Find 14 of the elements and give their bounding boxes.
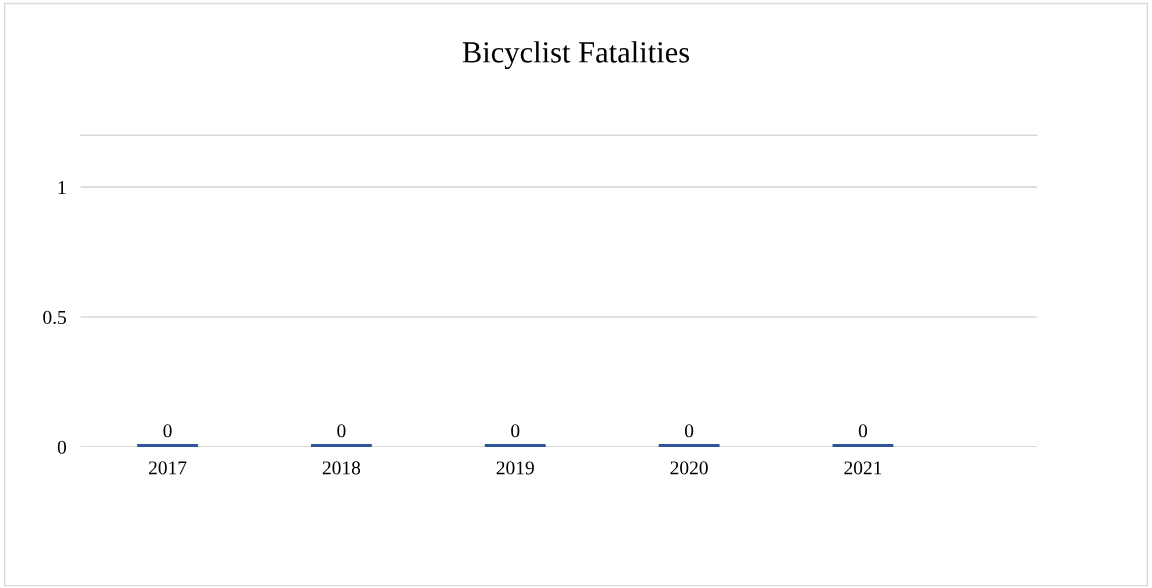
y-tick-label: 1 bbox=[58, 181, 66, 194]
y-tick-label: 0.5 bbox=[43, 310, 66, 325]
data-label: 0 bbox=[163, 424, 172, 438]
x-tick-label: 2021 bbox=[844, 461, 882, 475]
x-tick-label: 2017 bbox=[148, 461, 187, 475]
chart-title: Bicyclist Fatalities bbox=[462, 41, 690, 69]
data-label: 0 bbox=[684, 424, 694, 438]
x-tick-label: 2018 bbox=[322, 461, 361, 475]
y-tick-label: 0 bbox=[57, 440, 67, 454]
x-tick-label: 2020 bbox=[670, 461, 708, 475]
data-label: 0 bbox=[511, 424, 520, 438]
x-tick-label: 2019 bbox=[496, 461, 534, 475]
data-label: 0 bbox=[858, 424, 868, 438]
data-label: 0 bbox=[337, 424, 346, 438]
